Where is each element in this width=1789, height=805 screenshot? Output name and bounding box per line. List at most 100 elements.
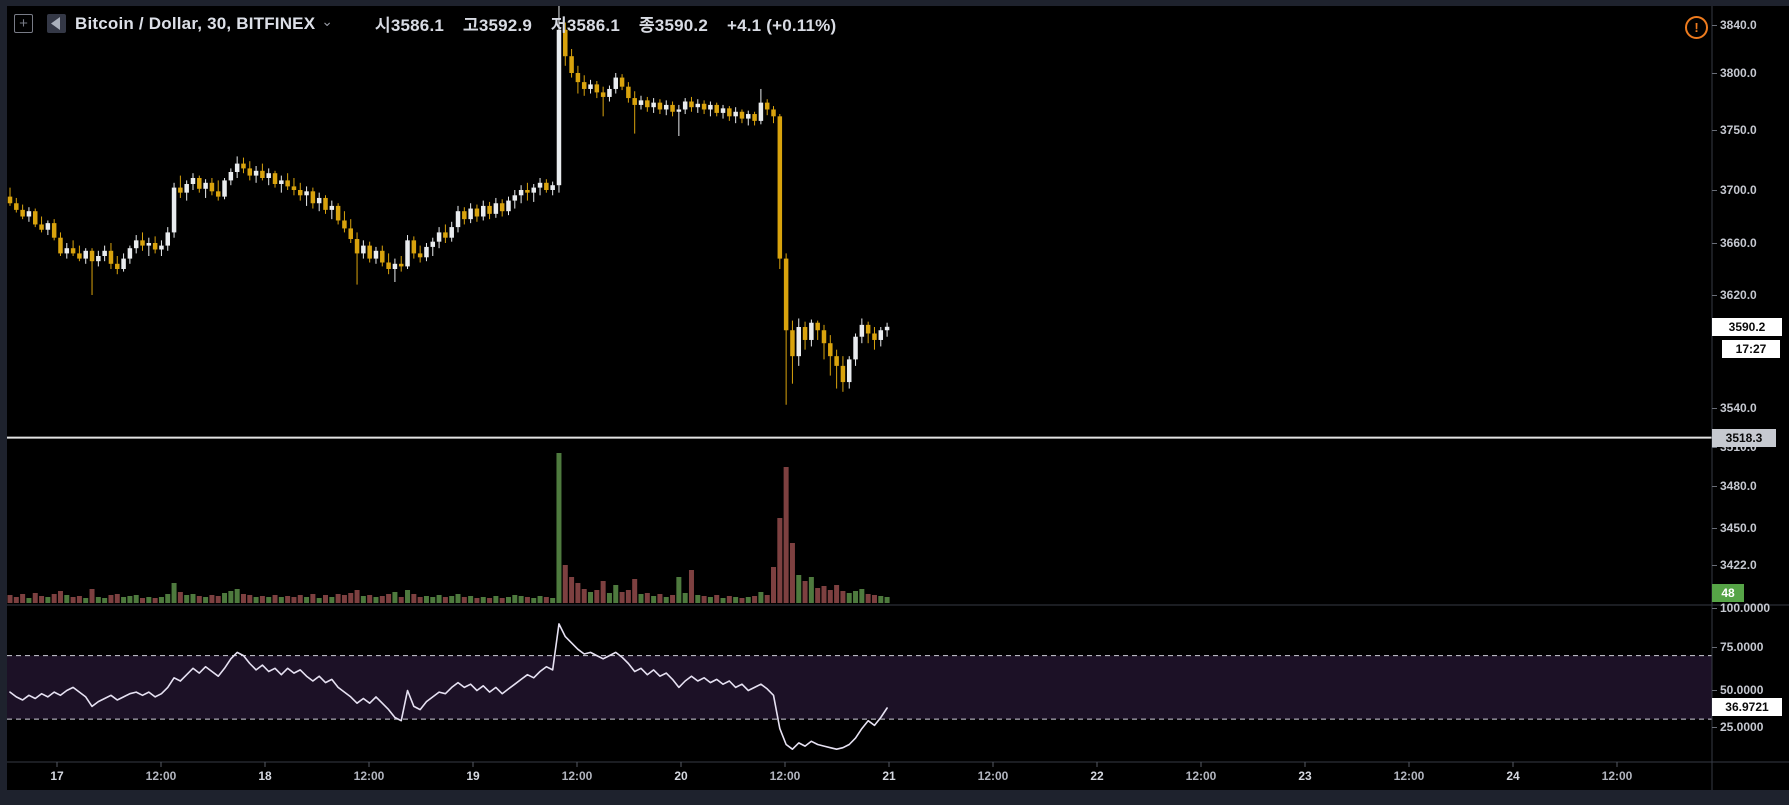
- volume-bar: [796, 575, 802, 603]
- volume-bar: [423, 596, 429, 603]
- volume-bar: [7, 595, 13, 603]
- time-axis-label: 12:00: [977, 769, 1009, 783]
- rsi-line: [9, 623, 888, 751]
- price-axis-label: 3750.0: [1712, 123, 1757, 137]
- price-axis-label: 3450.0: [1712, 521, 1757, 535]
- candle-body: [398, 263, 404, 267]
- candle-body: [518, 190, 524, 196]
- candle-body: [828, 343, 833, 357]
- candle-body: [127, 248, 133, 259]
- volume-bar: [644, 593, 650, 603]
- volume-bar: [720, 598, 726, 603]
- volume-bar: [304, 597, 310, 603]
- candle-body: [771, 109, 776, 117]
- candle-body: [462, 211, 467, 220]
- candle-body: [493, 203, 499, 214]
- candle-body: [777, 116, 783, 259]
- candle-body: [575, 73, 581, 83]
- price-axis[interactable]: [1712, 0, 1789, 790]
- time-axis[interactable]: [0, 762, 1712, 790]
- candle-body: [499, 203, 505, 212]
- volume-bar: [588, 592, 594, 603]
- rsi-axis-label: 25.0000: [1712, 720, 1763, 734]
- volume-bar: [480, 597, 486, 603]
- candle-body: [651, 102, 656, 108]
- candle-body: [884, 326, 890, 331]
- volume-bar: [266, 597, 272, 603]
- volume-bar: [871, 595, 877, 603]
- time-axis-label: 23: [1298, 769, 1312, 783]
- volume-bar: [146, 597, 152, 603]
- candle-body: [7, 196, 13, 204]
- volume-bar: [158, 597, 164, 603]
- volume-bar: [632, 579, 638, 603]
- candle-body: [380, 250, 385, 263]
- volume-bar: [600, 581, 606, 603]
- candle-body: [152, 243, 158, 250]
- volume-bar: [316, 598, 322, 603]
- volume-bar: [840, 591, 846, 603]
- volume-bar: [64, 595, 70, 603]
- volume-bar: [625, 590, 631, 603]
- volume-bar: [39, 596, 45, 603]
- volume-bar: [20, 594, 26, 603]
- volume-bar: [278, 597, 284, 603]
- candle-body: [525, 190, 530, 193]
- candle-body: [323, 197, 328, 210]
- volume-bar: [569, 577, 575, 603]
- symbol-title[interactable]: Bitcoin / Dollar, 30, BITFINEX: [75, 13, 316, 33]
- candle-body: [531, 187, 536, 193]
- time-axis-label: 20: [674, 769, 688, 783]
- volume-bar: [808, 577, 814, 603]
- candle-body: [247, 168, 253, 176]
- volume-bar: [505, 597, 511, 603]
- volume-bar: [670, 595, 676, 603]
- add-symbol-icon[interactable]: +: [14, 14, 33, 33]
- candle-body: [809, 322, 814, 340]
- candle-body: [171, 187, 177, 233]
- alert-exclamation-icon[interactable]: !: [1685, 16, 1708, 39]
- volume-bar: [550, 598, 556, 603]
- volume-bar: [247, 595, 253, 603]
- candle-body: [260, 170, 265, 178]
- volume-bar: [581, 589, 587, 603]
- candle-body: [102, 250, 107, 256]
- volume-bar: [310, 594, 316, 603]
- volume-bar: [335, 594, 341, 603]
- volume-bar: [165, 594, 171, 603]
- volume-bar: [524, 597, 530, 603]
- time-axis-label: 12:00: [769, 769, 801, 783]
- time-axis-label: 21: [882, 769, 896, 783]
- candle-body: [676, 109, 682, 112]
- volume-bar: [133, 595, 139, 603]
- volume-bar: [853, 591, 859, 603]
- rsi-band: [7, 655, 1712, 720]
- high-value: 고3592.9: [462, 16, 533, 35]
- candle-body: [544, 182, 549, 190]
- time-axis-label: 19: [466, 769, 480, 783]
- volume-bar: [392, 592, 398, 603]
- candle-body: [64, 248, 70, 254]
- volume-bar: [360, 596, 366, 603]
- candle-body: [701, 103, 707, 110]
- chevron-down-icon[interactable]: ⌄: [321, 13, 333, 29]
- volume-bar: [739, 598, 745, 603]
- volume-bar: [499, 598, 505, 603]
- volume-bar: [13, 597, 19, 603]
- candle-body: [354, 239, 360, 254]
- candle-body: [436, 232, 442, 242]
- candle-body: [241, 163, 246, 169]
- volume-bar: [417, 597, 423, 603]
- volume-bar: [695, 595, 701, 603]
- volume-bar: [827, 590, 833, 603]
- time-axis-label: 12:00: [1185, 769, 1217, 783]
- candle-body: [594, 84, 600, 93]
- volume-bar: [272, 595, 278, 603]
- candle-body: [203, 182, 208, 189]
- volume-bar: [442, 597, 448, 603]
- volume-bar: [821, 586, 827, 603]
- volume-bar: [102, 598, 108, 603]
- volume-bar: [348, 593, 354, 603]
- volume-bar: [184, 595, 190, 603]
